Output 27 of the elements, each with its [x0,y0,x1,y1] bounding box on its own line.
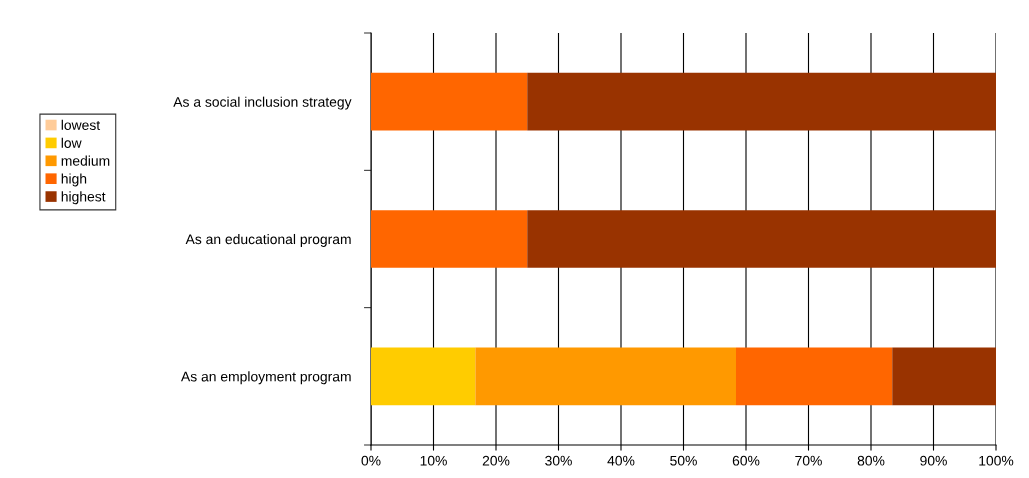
y-tick-label: As an educational program [185,233,351,247]
x-tick-label: 50% [670,455,697,466]
bar [371,210,528,268]
legend-label: high [61,173,87,187]
x-tick-label: 90% [920,455,947,466]
x-tick-label: 40% [607,455,635,466]
x-tick-label: 0% [361,455,381,466]
bar [892,347,996,406]
x-tick-label: 100% [979,455,1014,466]
x-tick-label: 20% [482,455,510,466]
legend-label: low [61,137,82,148]
x-tick-label: 10% [420,455,447,466]
bar [371,72,528,131]
y-tick-label: As an employment program [181,371,351,385]
legend-label: medium [61,155,110,166]
legend-label: highest [61,191,106,205]
x-tick-label: 60% [732,455,760,466]
legend-label: lowest [61,119,101,130]
x-tick-label: 70% [795,455,822,466]
bar [371,347,476,406]
x-tick-label: 30% [545,455,572,466]
y-tick-label: As a social inclusion strategy [173,96,352,110]
bar [475,347,736,406]
x-tick-label: 80% [857,455,885,466]
bar [736,347,893,406]
bar [527,210,996,268]
bar [527,72,996,131]
